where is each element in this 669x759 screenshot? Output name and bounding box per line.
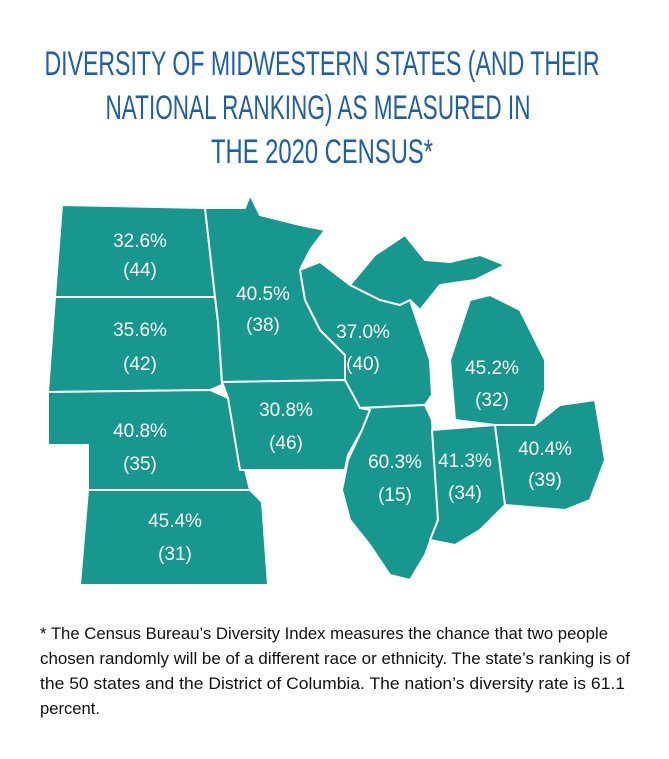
state-value: 60.3% [368,452,422,473]
map [47,194,606,586]
state-value: 37.0% [336,322,390,343]
title-line: NATIONAL RANKING) AS MEASURED IN [106,89,531,127]
state-rank: (35) [123,454,157,475]
state-rank: (39) [528,470,562,491]
state-rank: (34) [448,483,482,504]
footnote-line: chosen randomly will be of a different r… [40,649,630,668]
state-value: 32.6% [113,231,167,252]
footnote: * The Census Bureau’s Diversity Index me… [40,624,630,718]
state-rank: (15) [378,485,412,506]
state-value: 45.2% [465,358,519,379]
title-line: DIVERSITY OF MIDWESTERN STATES (AND THEI… [45,45,600,83]
state-value: 40.4% [518,439,572,460]
footnote-line: percent. [40,699,100,718]
title: DIVERSITY OF MIDWESTERN STATES (AND THEI… [45,45,600,171]
state-rank: (46) [269,433,303,454]
state-labels: 32.6% (44) 35.6% (42) 40.8% (35) 45.4% (… [113,231,572,565]
state-rank: (44) [123,260,157,281]
state-rank: (31) [158,544,192,565]
state-value: 45.4% [148,511,202,532]
state-rank: (42) [123,354,157,375]
state-value: 41.3% [438,451,492,472]
iowa [221,379,371,471]
state-value: 40.8% [113,421,167,442]
kansas [79,489,269,586]
state-value: 30.8% [259,400,313,421]
michigan-upper [349,234,506,311]
ohio [494,399,606,511]
state-value: 35.6% [113,320,167,341]
footnote-line: * The Census Bureau’s Diversity Index me… [40,624,608,643]
state-value: 40.5% [236,284,290,305]
state-rank: (38) [246,315,280,336]
footnote-line: the 50 states and the District of Columb… [40,674,625,693]
michigan-lower [449,294,546,426]
south-dakota [47,296,223,393]
title-line: THE 2020 CENSUS* [211,133,433,171]
state-rank: (40) [346,354,380,375]
state-rank: (32) [475,390,509,411]
